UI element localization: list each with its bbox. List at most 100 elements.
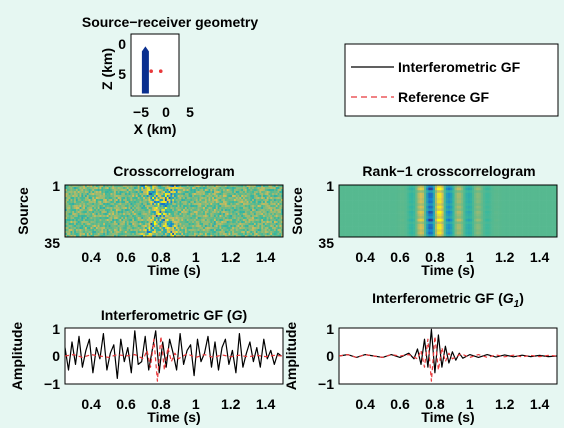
heatmap-cell [502, 216, 505, 220]
heatmap-cell [146, 221, 149, 224]
heatmap-cell [90, 187, 93, 190]
heatmap-cell [239, 209, 242, 212]
heatmap-cell [277, 213, 280, 216]
heatmap-cell [121, 223, 124, 226]
heatmap-cell [84, 207, 88, 210]
crosscorrelogram-ylabel: Source [15, 187, 31, 235]
heatmap-cell [115, 207, 118, 210]
heatmap-cell [174, 233, 177, 236]
heatmap-cell [192, 223, 195, 226]
heatmap-cell [154, 215, 157, 218]
heatmap-cell [356, 211, 359, 214]
heatmap-cell [148, 227, 151, 230]
heatmap-cell [533, 218, 536, 222]
heatmap-cell [177, 207, 180, 210]
heatmap-cell [233, 219, 237, 222]
rank1-image [339, 185, 557, 237]
heatmap-cell [95, 205, 98, 208]
heatmap-cell [550, 221, 553, 225]
heatmap-cell [233, 197, 237, 200]
heatmap-cell [354, 211, 357, 214]
heatmap-cell [248, 195, 251, 198]
heatmap-cell [172, 231, 175, 234]
heatmap-cell [469, 195, 473, 199]
heatmap-cell [110, 197, 113, 200]
heatmap-cell [74, 229, 77, 232]
heatmap-cell [213, 221, 217, 224]
heatmap-cell [183, 225, 186, 228]
heatmap-cell [195, 227, 198, 230]
heatmap-cell [408, 213, 412, 217]
heatmap-cell [279, 191, 282, 194]
heatmap-cell [179, 209, 182, 212]
heatmap-cell [515, 185, 519, 188]
heatmap-cell [241, 199, 244, 202]
heatmap-cell [97, 195, 100, 198]
heatmap-cell [148, 223, 151, 226]
heatmap-cell [546, 229, 549, 233]
heatmap-cell [243, 231, 246, 234]
heatmap-cell [103, 231, 106, 234]
heatmap-cell [552, 224, 556, 227]
heatmap-cell [177, 205, 180, 208]
heatmap-cell [143, 223, 146, 226]
heatmap-cell [360, 218, 364, 222]
heatmap-cell [74, 217, 77, 220]
heatmap-cell [402, 211, 405, 214]
heatmap-cell [541, 213, 545, 217]
heatmap-cell [239, 189, 242, 192]
heatmap-cell [199, 229, 202, 232]
heatmap-cell [434, 200, 438, 204]
heatmap-cell [103, 187, 106, 190]
heatmap-cell [232, 189, 235, 192]
heatmap-cell [132, 221, 135, 224]
heatmap-cell [495, 195, 499, 199]
heatmap-cell [485, 213, 488, 217]
heatmap-cell [184, 233, 188, 236]
heatmap-cell [419, 200, 423, 204]
heatmap-cell [175, 213, 178, 216]
heatmap-cell [226, 191, 229, 194]
heatmap-cell [408, 195, 412, 199]
heatmap-cell [339, 190, 342, 194]
heatmap-cell [255, 215, 258, 218]
heatmap-cell [371, 224, 375, 227]
heatmap-cell [174, 207, 177, 210]
heatmap-cell [504, 195, 508, 199]
heatmap-cell [221, 193, 224, 196]
heatmap-cell [434, 213, 438, 217]
heatmap-cell [117, 207, 120, 210]
heatmap-cell [515, 216, 519, 220]
heatmap-cell [402, 231, 405, 235]
heatmap-cell [389, 213, 392, 217]
heatmap-cell [72, 225, 75, 228]
heatmap-cell [277, 197, 280, 200]
heatmap-cell [255, 211, 258, 214]
heatmap-cell [217, 203, 220, 206]
heatmap-cell [493, 198, 497, 201]
heatmap-cell [179, 197, 182, 200]
heatmap-cell [439, 211, 442, 214]
heatmap-cell [554, 203, 557, 207]
heatmap-cell [482, 187, 486, 191]
heatmap-cell [213, 235, 217, 237]
heatmap-cell [170, 231, 173, 234]
heatmap-cell [190, 213, 193, 216]
heatmap-cell [250, 189, 253, 192]
heatmap-cell [432, 187, 436, 191]
heatmap-cell [522, 195, 525, 199]
heatmap-cell [235, 217, 238, 220]
heatmap-cell [467, 185, 471, 188]
heatmap-cell [88, 201, 91, 204]
heatmap-cell [235, 235, 238, 237]
heatmap-cell [428, 190, 431, 194]
heatmap-cell [250, 235, 253, 237]
heatmap-cell [179, 213, 182, 216]
heatmap-cell [77, 213, 80, 216]
heatmap-cell [146, 225, 149, 228]
heatmap-cell [121, 185, 124, 188]
heatmap-cell [184, 203, 188, 206]
heatmap-cell [126, 195, 129, 198]
heatmap-cell [517, 195, 521, 199]
heatmap-cell [485, 198, 488, 201]
